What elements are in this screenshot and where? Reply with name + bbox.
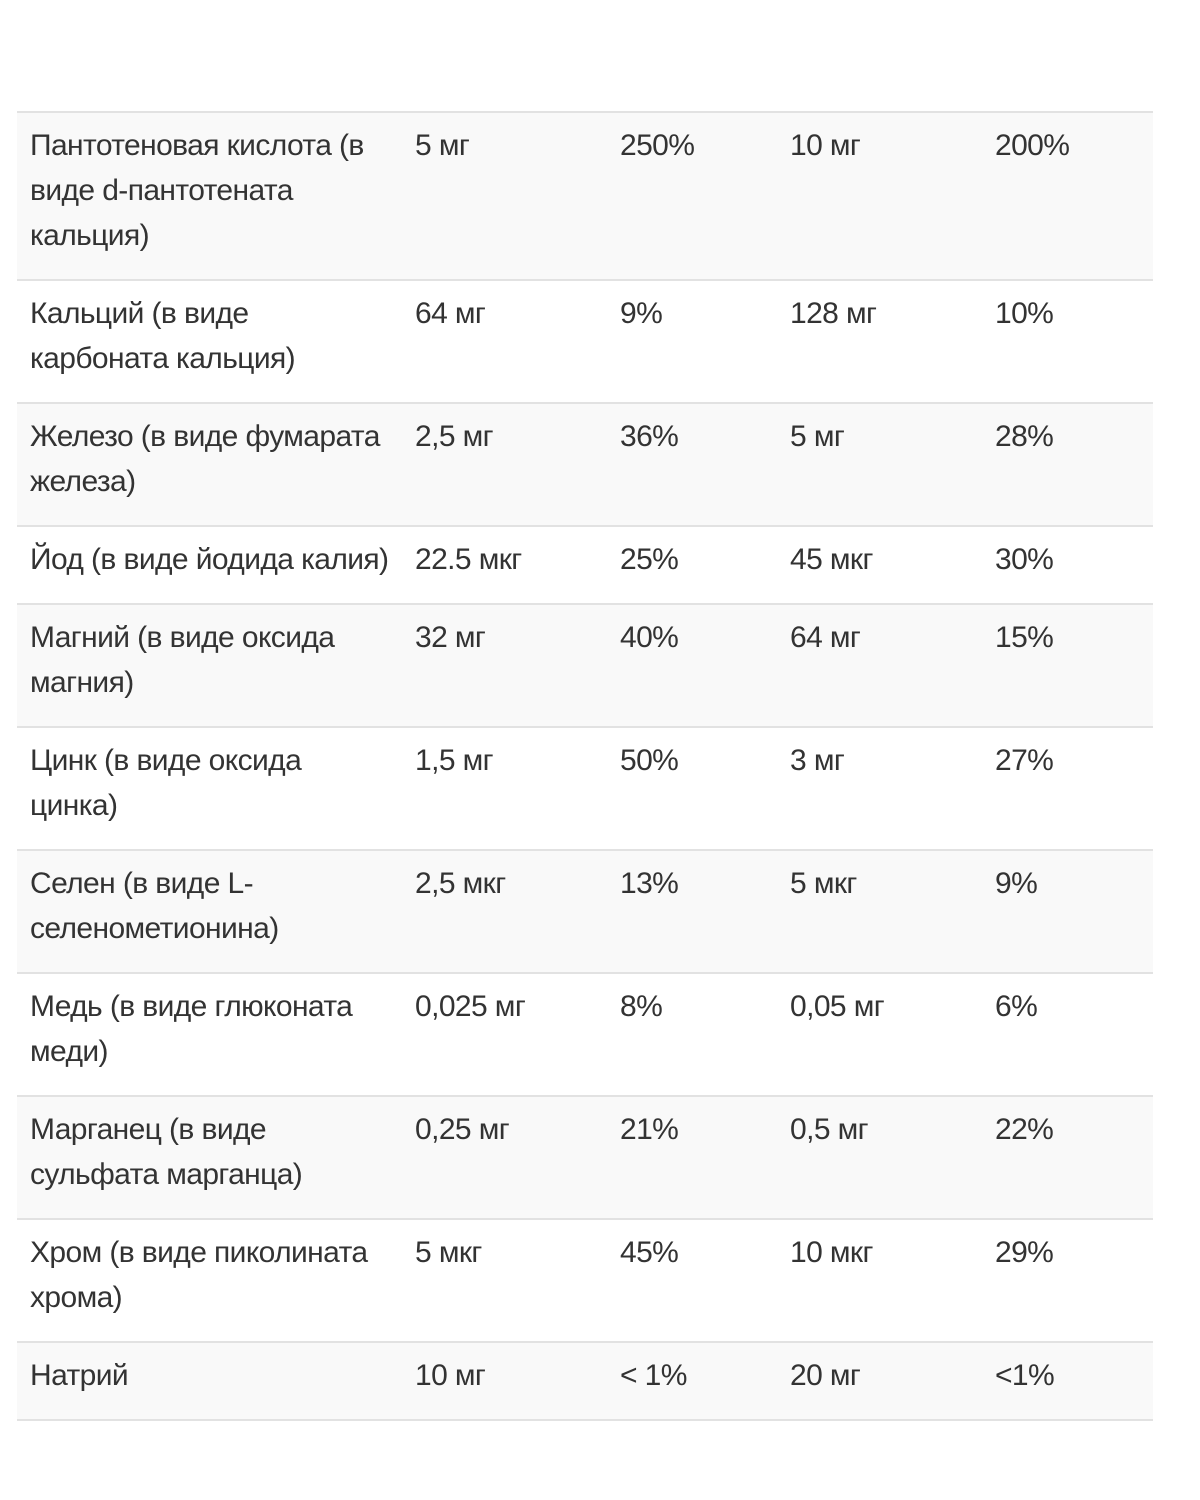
daily-dose-percent: 22% [995, 1113, 1054, 1146]
daily-value-percent: 13% [620, 867, 679, 900]
daily-value-percent: 45% [620, 1236, 679, 1269]
amount-per-serving: 0,25 мг [415, 1113, 510, 1146]
amount-per-daily-dose: 128 мг [790, 297, 877, 330]
amount-per-daily-dose: 3 мг [790, 744, 845, 777]
nutrient-name: Медь (в виде глюконата меди) [30, 990, 353, 1068]
amount-per-serving: 1,5 мг [415, 744, 494, 777]
daily-dose-percent: 9% [995, 867, 1038, 900]
amount-per-daily-dose: 10 мкг [790, 1236, 873, 1269]
table-row: Железо (в виде фумарата железа) 2,5 мг 3… [17, 403, 1153, 526]
amount-per-serving: 0,025 мг [415, 990, 526, 1023]
table-row: Натрий 10 мг < 1% 20 мг <1% [17, 1342, 1153, 1420]
nutrition-table-body: Пантотеновая кислота (в виде d-пантотена… [17, 112, 1153, 1420]
amount-per-daily-dose: 20 мг [790, 1359, 861, 1392]
daily-dose-percent: 29% [995, 1236, 1054, 1269]
amount-per-daily-dose: 0,05 мг [790, 990, 885, 1023]
nutrient-name: Железо (в виде фумарата железа) [30, 420, 380, 498]
daily-value-percent: 25% [620, 543, 679, 576]
table-row: Селен (в виде L-селенометионина) 2,5 мкг… [17, 850, 1153, 973]
daily-dose-percent: 30% [995, 543, 1054, 576]
amount-per-serving: 2,5 мкг [415, 867, 506, 900]
amount-per-serving: 32 мг [415, 621, 486, 654]
amount-per-serving: 64 мг [415, 297, 486, 330]
nutrition-table-container: Пантотеновая кислота (в виде d-пантотена… [17, 111, 1153, 1421]
nutrient-name: Натрий [30, 1359, 129, 1392]
amount-per-daily-dose: 5 мкг [790, 867, 857, 900]
table-row: Пантотеновая кислота (в виде d-пантотена… [17, 112, 1153, 280]
nutrient-name: Селен (в виде L-селенометионина) [30, 867, 279, 945]
daily-dose-percent: 15% [995, 621, 1054, 654]
daily-value-percent: 21% [620, 1113, 679, 1146]
daily-value-percent: 250% [620, 129, 695, 162]
daily-value-percent: 50% [620, 744, 679, 777]
nutrient-name: Пантотеновая кислота (в виде d-пантотена… [30, 129, 364, 252]
amount-per-serving: 5 мкг [415, 1236, 482, 1269]
nutrient-name: Йод (в виде йодида калия) [30, 543, 389, 576]
daily-dose-percent: 10% [995, 297, 1054, 330]
table-row: Магний (в виде оксида магния) 32 мг 40% … [17, 604, 1153, 727]
amount-per-serving: 2,5 мг [415, 420, 494, 453]
daily-dose-percent: <1% [995, 1359, 1055, 1392]
table-row: Марганец (в виде сульфата марганца) 0,25… [17, 1096, 1153, 1219]
amount-per-daily-dose: 10 мг [790, 129, 861, 162]
amount-per-daily-dose: 0,5 мг [790, 1113, 869, 1146]
daily-dose-percent: 6% [995, 990, 1038, 1023]
table-row: Йод (в виде йодида калия) 22.5 мкг 25% 4… [17, 526, 1153, 604]
daily-value-percent: 40% [620, 621, 679, 654]
amount-per-daily-dose: 5 мг [790, 420, 845, 453]
nutrient-name: Марганец (в виде сульфата марганца) [30, 1113, 303, 1191]
table-row: Кальций (в виде карбоната кальция) 64 мг… [17, 280, 1153, 403]
table-row: Цинк (в виде оксида цинка) 1,5 мг 50% 3 … [17, 727, 1153, 850]
daily-value-percent: 36% [620, 420, 679, 453]
nutrition-table: Пантотеновая кислота (в виде d-пантотена… [17, 111, 1153, 1421]
nutrient-name: Кальций (в виде карбоната кальция) [30, 297, 296, 375]
amount-per-daily-dose: 64 мг [790, 621, 861, 654]
daily-value-percent: < 1% [620, 1359, 687, 1392]
daily-dose-percent: 200% [995, 129, 1070, 162]
amount-per-serving: 10 мг [415, 1359, 486, 1392]
nutrient-name: Цинк (в виде оксида цинка) [30, 744, 302, 822]
nutrient-name: Магний (в виде оксида магния) [30, 621, 335, 699]
daily-value-percent: 8% [620, 990, 663, 1023]
daily-dose-percent: 27% [995, 744, 1054, 777]
table-row: Хром (в виде пиколината хрома) 5 мкг 45%… [17, 1219, 1153, 1342]
daily-value-percent: 9% [620, 297, 663, 330]
nutrient-name: Хром (в виде пиколината хрома) [30, 1236, 368, 1314]
table-row: Медь (в виде глюконата меди) 0,025 мг 8%… [17, 973, 1153, 1096]
amount-per-daily-dose: 45 мкг [790, 543, 873, 576]
daily-dose-percent: 28% [995, 420, 1054, 453]
amount-per-serving: 22.5 мкг [415, 543, 522, 576]
amount-per-serving: 5 мг [415, 129, 470, 162]
